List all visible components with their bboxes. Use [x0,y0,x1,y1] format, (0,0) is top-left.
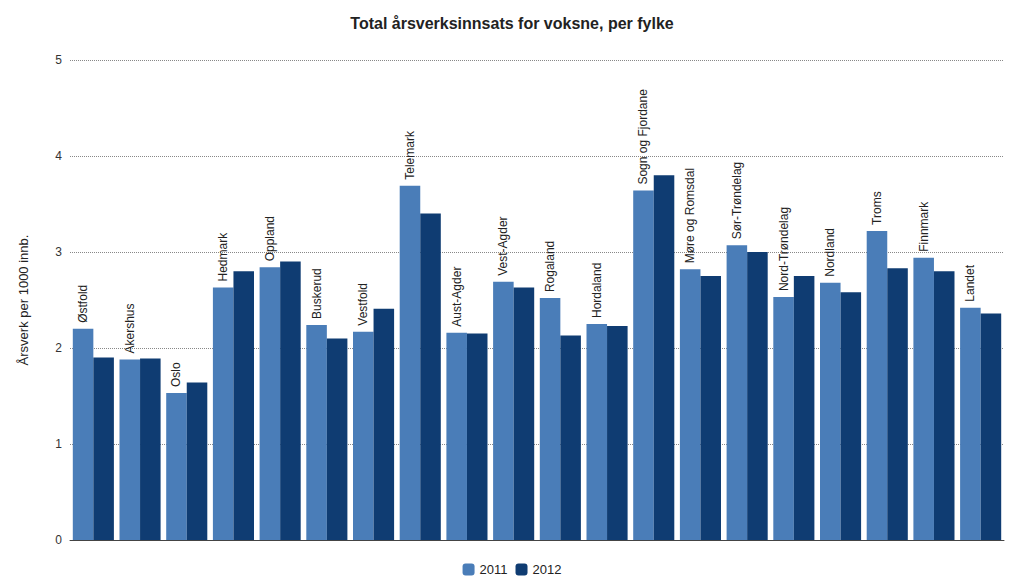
svg-text:Årsverk per 1000 innb.: Årsverk per 1000 innb. [16,235,31,366]
svg-text:Finnmark: Finnmark [917,201,931,252]
svg-text:Møre og Romsdal: Møre og Romsdal [683,168,697,263]
svg-text:Buskerud: Buskerud [310,268,324,319]
svg-text:2011: 2011 [480,562,508,577]
svg-text:3: 3 [55,245,62,259]
svg-text:Aust-Agder: Aust-Agder [450,267,464,327]
svg-text:2012: 2012 [533,562,562,577]
svg-text:Sogn og Fjordane: Sogn og Fjordane [636,89,650,185]
svg-text:5: 5 [55,53,62,67]
svg-text:1: 1 [55,437,62,451]
svg-text:Oppland: Oppland [263,216,277,261]
svg-text:0: 0 [55,533,62,547]
svg-text:Vest-Agder: Vest-Agder [496,216,510,275]
svg-text:Vestfold: Vestfold [356,283,370,326]
svg-text:Oslo: Oslo [169,362,183,387]
svg-text:Landet: Landet [963,264,977,301]
svg-text:Hordaland: Hordaland [590,263,604,318]
svg-text:Østfold: Østfold [76,285,90,323]
svg-text:Troms: Troms [870,191,884,225]
svg-text:Hedmark: Hedmark [216,232,230,282]
svg-text:Nordland: Nordland [823,228,837,277]
svg-text:4: 4 [55,149,62,163]
svg-text:Telemark: Telemark [403,130,417,180]
svg-text:Total årsverksinnsats for voks: Total årsverksinnsats for voksne, per fy… [350,15,674,32]
svg-text:Nord-Trøndelag: Nord-Trøndelag [777,207,791,291]
svg-text:Akershus: Akershus [123,303,137,353]
svg-text:Sør-Trøndelag: Sør-Trøndelag [730,162,744,240]
svg-text:2: 2 [55,341,62,355]
svg-text:Rogaland: Rogaland [543,241,557,292]
